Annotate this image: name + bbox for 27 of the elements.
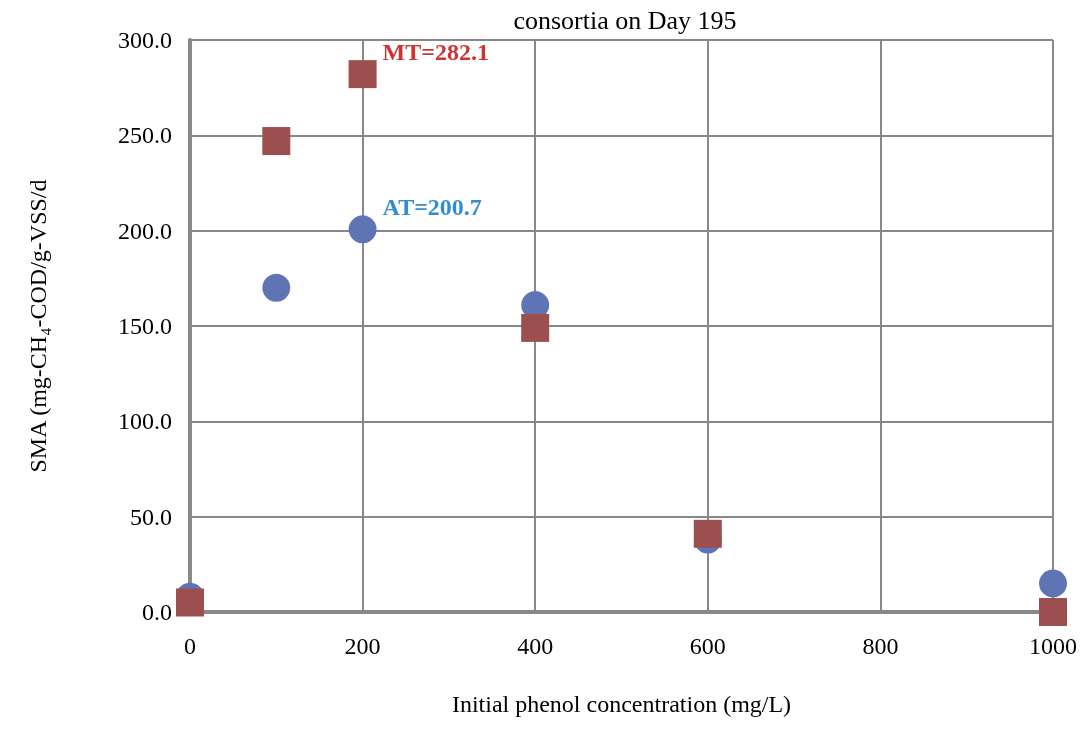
point [348, 60, 377, 89]
x-tick-label: 600 [689, 633, 726, 659]
x-tick-label: 200 [344, 633, 381, 659]
point [1039, 598, 1067, 626]
annotation: AT=200.7 [382, 194, 482, 221]
x-tick-label: 0 [184, 633, 196, 659]
y-tick-label: 250.0 [118, 122, 172, 149]
y-axis-title: SMA (mg-CH₄-COD/g-VSS/d [25, 179, 51, 473]
x-tick-label: 400 [517, 633, 554, 659]
y-tick-label: 0.0 [142, 599, 172, 625]
y-tick-label: 200.0 [118, 217, 172, 244]
y-tick-label: 50.0 [130, 503, 172, 530]
x-tick-label: 800 [862, 633, 899, 659]
point [176, 588, 204, 617]
annotation: MT=282.1 [382, 39, 489, 66]
chart-title: consortia on Day 195 [513, 5, 737, 35]
point [262, 273, 291, 302]
point [348, 215, 377, 244]
y-tick-label: 100.0 [118, 408, 172, 435]
y-tick-label: 150.0 [118, 313, 172, 339]
x-tick-label: 1000 [1029, 633, 1077, 659]
point [521, 313, 550, 342]
point [693, 519, 722, 548]
y-tick-label: 300.0 [118, 27, 172, 53]
point [262, 127, 291, 156]
point [1039, 569, 1067, 598]
x-axis-title: Initial phenol concentration (mg/L) [451, 691, 792, 717]
